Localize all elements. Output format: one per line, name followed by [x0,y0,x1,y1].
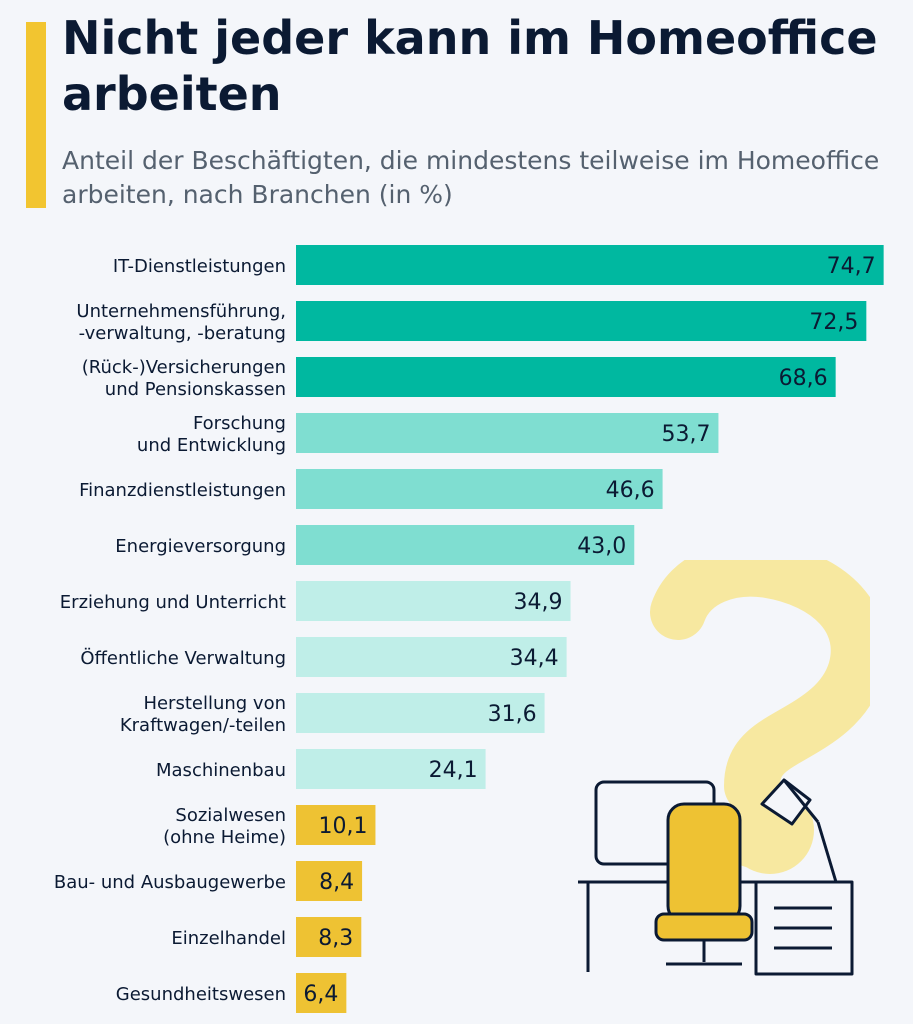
bar-8 [296,693,545,733]
bar-value-label: 68,6 [779,366,828,391]
bar-value-label: 10,1 [318,814,367,839]
bar-7 [296,637,567,677]
category-label: Erziehung und Unterricht [60,592,286,613]
category-label: Maschinenbau [156,760,286,781]
bar-1 [296,301,867,341]
office-chair-icon [654,802,754,966]
bar-3 [296,413,719,453]
bar-value-label: 6,4 [303,982,338,1007]
bar-10 [296,805,376,845]
category-label: (Rück-)Versicherungen [82,357,286,378]
bar-11 [296,861,363,901]
bar-2 [296,357,836,397]
category-label: Unternehmensführung, [76,301,286,322]
homeoffice-illustration [578,560,870,976]
category-label: und Entwicklung [137,435,286,456]
category-label: Forschung [193,413,286,434]
category-label: Gesundheitswesen [116,984,286,1005]
bar-0 [296,245,884,285]
category-label: -verwaltung, -beratung [79,323,286,344]
bar-value-label: 43,0 [577,534,626,559]
bar-value-label: 8,3 [318,926,353,951]
category-label: und Pensionskassen [105,379,286,400]
bar-value-label: 53,7 [661,422,710,447]
title-accent-bar [26,22,46,208]
bar-value-label: 24,1 [429,758,478,783]
bar-value-label: 72,5 [809,310,858,335]
chart-title: Nicht jeder kann im Homeoffice arbeiten [62,11,878,121]
category-label: IT-Dienstleistungen [113,256,286,277]
category-label: Einzelhandel [171,928,286,949]
bar-12 [296,917,362,957]
bar-value-label: 34,9 [514,590,563,615]
category-label: (ohne Heime) [163,827,286,848]
bar-value-label: 8,4 [319,870,354,895]
bar-value-label: 34,4 [510,646,559,671]
category-label: Sozialwesen [175,805,286,826]
bar-value-label: 46,6 [606,478,655,503]
category-label: Bau- und Ausbaugewerbe [54,872,286,893]
bar-9 [296,749,486,789]
bar-13 [296,973,347,1013]
bar-6 [296,581,571,621]
bar-value-label: 31,6 [488,702,537,727]
category-label: Energieversorgung [115,536,286,557]
bar-5 [296,525,635,565]
bar-4 [296,469,663,509]
category-label: Finanzdienstleistungen [79,480,286,501]
chart-subtitle: Anteil der Beschäftigten, die mindestens… [62,146,880,209]
category-label: Kraftwagen/-teilen [120,715,286,736]
bar-value-label: 74,7 [827,254,876,279]
desk-workstation-icon [578,778,854,976]
category-label: Herstellung von [143,693,286,714]
category-label: Öffentliche Verwaltung [80,647,286,669]
